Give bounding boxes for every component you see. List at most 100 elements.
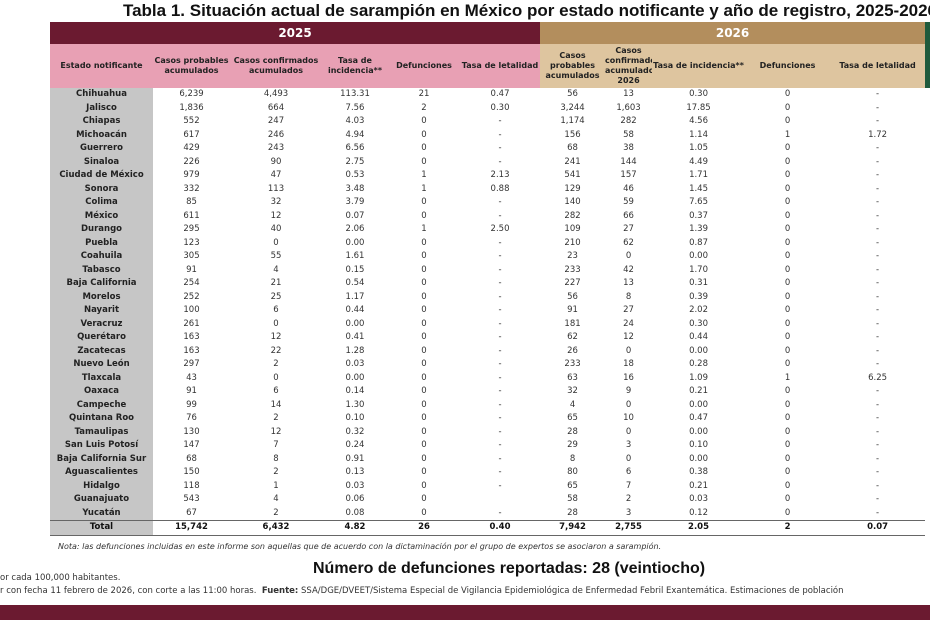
- cell: 2.75: [345, 156, 365, 167]
- cell: 6.25: [868, 372, 888, 383]
- table-row: Guanajuato 543 4 0.06 0 58 2 0.03 0 -: [50, 493, 925, 507]
- cell: 7,942: [540, 520, 606, 536]
- cell: 0: [421, 426, 427, 437]
- table-row: Colima 85 32 3.79 0 - 140 59 7.65 0 -: [50, 196, 925, 210]
- table-row: México 611 12 0.07 0 - 282 66 0.37 0 -: [50, 209, 925, 223]
- cell: 8: [273, 453, 279, 464]
- cell: 16: [623, 372, 634, 383]
- cell: -: [876, 170, 880, 180]
- cell: 0.00: [345, 318, 365, 329]
- cell: 63: [567, 372, 578, 383]
- cell: 4,493: [263, 89, 289, 99]
- cell: 1.14: [689, 129, 708, 140]
- state-name: Chihuahua: [50, 88, 153, 102]
- measles-table: 2025 2026 Estado notificante Casos proba…: [50, 22, 926, 536]
- footnote-rate: or cada 100,000 habitantes.: [0, 573, 121, 583]
- cell: 0: [784, 413, 791, 423]
- cell: 0: [421, 440, 427, 450]
- cell: -: [876, 318, 880, 329]
- state-name: Guerrero: [50, 142, 153, 156]
- cell: 0.13: [345, 467, 365, 477]
- cell: 0.47: [689, 413, 708, 423]
- state-name: Total: [50, 520, 153, 536]
- cell: 8: [625, 291, 632, 302]
- cell: -: [876, 264, 880, 275]
- cell: [460, 493, 540, 507]
- cell: 0: [625, 426, 632, 437]
- cell: 7: [625, 480, 632, 491]
- cell: -: [876, 89, 880, 99]
- table-row: Coahuila 305 55 1.61 0 - 23 0 0.00 0 -: [50, 250, 925, 264]
- cell: 7.56: [345, 102, 365, 113]
- table-title: Tabla 1. Situación actual de sarampión e…: [122, 1, 930, 20]
- cell: 0.41: [345, 332, 365, 342]
- cell: 3: [625, 507, 632, 518]
- cell: 0: [421, 237, 427, 248]
- cell: 32: [270, 197, 282, 207]
- cell: 0.31: [689, 278, 708, 288]
- cell: -: [498, 318, 502, 329]
- cell: -: [498, 413, 502, 423]
- cell: 0: [421, 156, 427, 167]
- cell: 6.56: [345, 143, 365, 153]
- cell: 26: [567, 345, 578, 356]
- cell: 62: [567, 332, 578, 342]
- cell: -: [498, 251, 502, 261]
- cell: 0: [421, 143, 427, 153]
- cell: 0.38: [689, 467, 708, 477]
- cell: 0.00: [689, 251, 708, 261]
- cell: 66: [623, 210, 634, 221]
- cell: 0.24: [345, 440, 365, 450]
- cell: 429: [183, 143, 200, 153]
- table-row: Campeche 99 14 1.30 0 - 4 0 0.00 0 -: [50, 398, 925, 412]
- cell: -: [876, 413, 880, 423]
- cell: -: [498, 480, 502, 491]
- cell: 12: [623, 332, 634, 342]
- cell: 0: [784, 386, 791, 396]
- cell: 0: [421, 251, 427, 261]
- cell: -: [876, 507, 880, 518]
- cell: 0.30: [689, 318, 708, 329]
- table-row: Yucatán 67 2 0.08 0 - 28 3 0.12 0 -: [50, 506, 925, 521]
- table-row: Zacatecas 163 22 1.28 0 - 26 0 0.00 0 -: [50, 344, 925, 358]
- state-name: Tlaxcala: [50, 371, 153, 385]
- cell: -: [498, 345, 502, 356]
- cell: -: [876, 156, 880, 167]
- cell: 4: [273, 264, 279, 275]
- cell: 55: [270, 251, 282, 261]
- cell: 29: [567, 440, 578, 450]
- cell: 0: [625, 399, 632, 410]
- cell: 233: [564, 264, 581, 275]
- table-row: Baja California 254 21 0.54 0 - 227 13 0.31 0 -: [50, 277, 925, 291]
- cell: 40: [270, 224, 282, 234]
- table-row: Hidalgo 118 1 0.03 0 - 65 7 0.21 0 -: [50, 479, 925, 493]
- cell: 2.50: [490, 224, 510, 234]
- cell: 157: [620, 170, 637, 180]
- state-name: Tamaulipas: [50, 425, 153, 439]
- col-header-y2025-1: Casos confirmados acumulados: [230, 44, 322, 88]
- cell: 99: [186, 399, 197, 410]
- cell: 1.71: [689, 170, 708, 180]
- cell: 0.00: [689, 453, 708, 464]
- cell: 0: [784, 305, 791, 315]
- cell: 2.06: [345, 224, 365, 234]
- cell: -: [876, 291, 880, 302]
- cell: 0: [421, 278, 427, 288]
- cell: -: [498, 372, 502, 383]
- cell: 0.00: [689, 399, 708, 410]
- cell: 0.54: [345, 278, 365, 288]
- cell: 59: [623, 197, 634, 207]
- cell: 56: [567, 89, 578, 99]
- cell: 2: [273, 507, 279, 518]
- cell: 2: [273, 467, 279, 477]
- cell: -: [876, 305, 880, 315]
- cell: -: [498, 467, 502, 477]
- cell: 0: [421, 413, 427, 423]
- cell: 109: [564, 224, 581, 234]
- cell: 0: [421, 197, 427, 207]
- table-row: Oaxaca 91 6 0.14 0 - 32 9 0.21 0 -: [50, 385, 925, 399]
- cell: 0: [421, 386, 427, 396]
- table-row: Durango 295 40 2.06 1 2.50 109 27 1.39 0 -: [50, 223, 925, 237]
- cell: 12: [270, 210, 282, 221]
- state-name: Querétaro: [50, 331, 153, 345]
